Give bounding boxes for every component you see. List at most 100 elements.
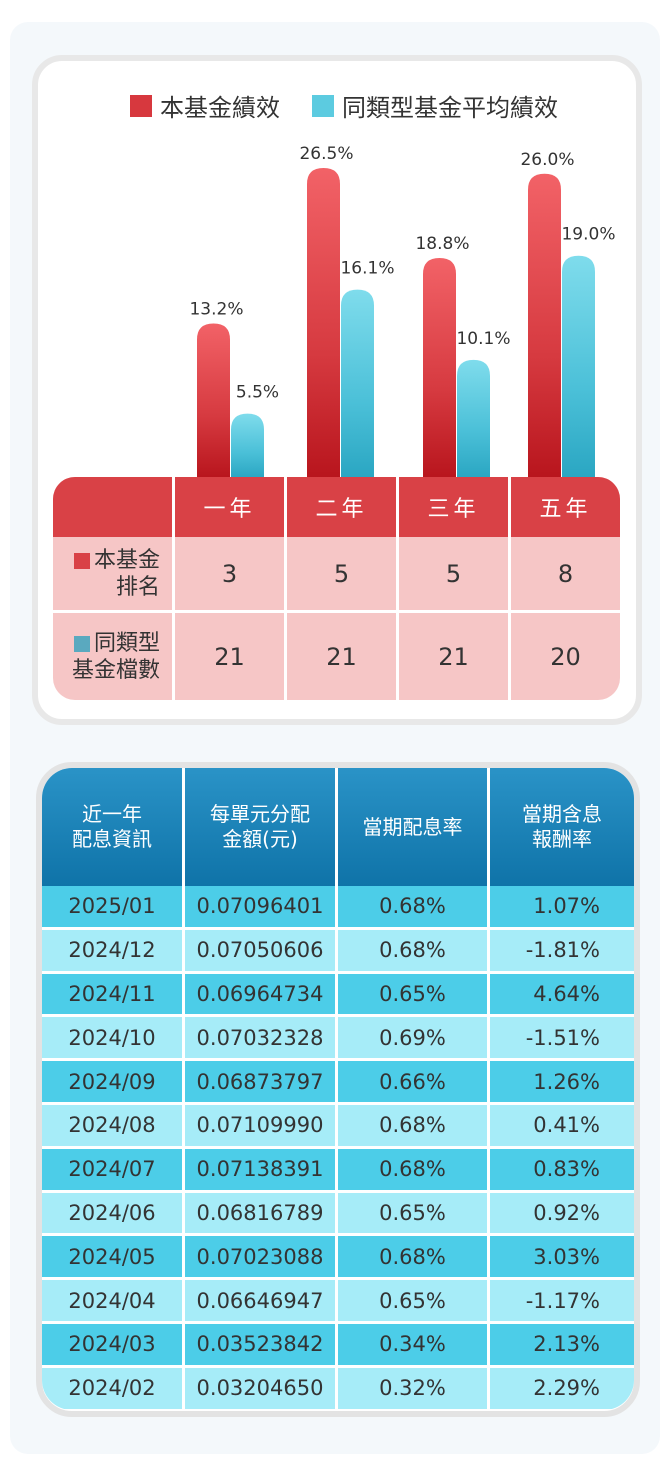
legend-label-fund: 本基金績效 xyxy=(160,94,280,122)
legend-swatch-fund xyxy=(130,94,152,117)
bar-peer xyxy=(231,413,264,478)
peer-square-icon xyxy=(73,635,90,652)
ranking-header-1y: 一年 xyxy=(175,477,287,537)
table-row: 2024/12 0.07050606 0.68% -1.81% xyxy=(42,929,634,971)
table-cell: 1.07% xyxy=(533,894,600,919)
table-row: 2024/06 0.06816789 0.65% 0.92% xyxy=(42,1192,634,1234)
table-cell: 2024/08 xyxy=(42,1105,185,1146)
table-cell: 0.07096401 xyxy=(185,886,338,927)
table-row: 2024/09 0.06873797 0.66% 1.26% xyxy=(42,1061,634,1102)
ranking-label-fund: 本基金 排名 xyxy=(53,537,175,610)
distribution-header-return: 當期含息 報酬率 xyxy=(490,768,634,886)
table-cell: 0.06816789 xyxy=(185,1192,338,1234)
table-cell: 0.34% xyxy=(338,1324,490,1365)
table-cell: -1.17% xyxy=(525,1288,600,1313)
ranking-cell: 3 xyxy=(175,537,287,610)
bar-data-label: 10.1% xyxy=(456,329,510,349)
ranking-cell: 8 xyxy=(557,559,574,588)
ranking-header-3y: 三年 xyxy=(399,477,511,537)
header-return-line2: 報酬率 xyxy=(532,827,592,851)
table-cell: 0.65% xyxy=(338,1192,490,1234)
table-cell: 0.65% xyxy=(338,973,490,1015)
header-rate-line1: 當期配息率 xyxy=(362,814,463,839)
bar-fund xyxy=(307,167,340,478)
table-cell: 0.68% xyxy=(338,1105,490,1146)
table-cell: 0.66% xyxy=(338,1061,490,1102)
table-cell: 2024/06 xyxy=(42,1192,185,1234)
table-row: 2024/08 0.07109990 0.68% 0.41% xyxy=(42,1105,634,1146)
bar-fund xyxy=(423,258,456,478)
ranking-label-peer-line2: 基金檔數 xyxy=(71,657,160,683)
ranking-row-fund: 本基金 排名 3 5 5 8 xyxy=(53,537,620,610)
legend-label-peer: 同類型基金平均績效 xyxy=(342,94,558,122)
bar-data-label: 26.0% xyxy=(520,150,574,170)
table-cell: 0.06873797 xyxy=(185,1061,338,1102)
table-row: 2024/03 0.03523842 0.34% 2.13% xyxy=(42,1324,634,1365)
ranking-label-peer-text1: 同類型 xyxy=(93,630,160,656)
table-row: 2024/04 0.06646947 0.65% -1.17% xyxy=(42,1280,634,1321)
table-cell: 2.29% xyxy=(533,1376,600,1401)
table-row: 2024/07 0.07138391 0.68% 0.83% xyxy=(42,1148,634,1190)
table-cell: 0.92% xyxy=(533,1200,600,1225)
table-cell: 2024/09 xyxy=(42,1061,185,1102)
table-cell: 0.69% xyxy=(338,1017,490,1059)
distribution-header-rate: 當期配息率 xyxy=(338,768,490,886)
table-row: 2024/02 0.03204650 0.32% 2.29% xyxy=(42,1367,634,1409)
table-cell: -1.81% xyxy=(525,938,600,963)
table-row: 2024/10 0.07032328 0.69% -1.51% xyxy=(42,1017,634,1059)
table-cell: 2024/07 xyxy=(42,1148,185,1190)
ranking-header-5y: 五年 xyxy=(511,477,620,537)
ranking-label-peer: 同類型 基金檔數 xyxy=(53,613,175,700)
bar-fund xyxy=(528,173,561,479)
chart-legend: 本基金績效 同類型基金平均績效 xyxy=(0,88,670,122)
ranking-header-corner xyxy=(53,477,175,537)
legend-item-peer: 同類型基金平均績效 xyxy=(312,88,558,123)
table-cell: 0.32% xyxy=(338,1367,490,1409)
table-cell: 0.03523842 xyxy=(185,1324,338,1365)
ranking-cell: 21 xyxy=(399,613,511,700)
ranking-cell: 20 xyxy=(550,642,581,671)
bar-data-label: 26.5% xyxy=(299,144,353,164)
ranking-header-row: 一年 二年 三年 五年 xyxy=(53,477,620,537)
bar-fund xyxy=(197,323,230,478)
table-cell: 3.03% xyxy=(533,1244,600,1269)
table-cell: 0.06964734 xyxy=(185,973,338,1015)
ranking-label-fund-line1: 本基金 xyxy=(73,547,160,574)
bar-data-label: 13.2% xyxy=(189,300,243,320)
table-cell: 0.68% xyxy=(338,1236,490,1278)
header-period-line1: 近一年 xyxy=(82,802,142,826)
table-cell: 0.83% xyxy=(533,1157,600,1182)
ranking-row-divider xyxy=(53,610,620,613)
header-amount-line2: 金額(元) xyxy=(222,827,298,851)
table-cell: 1.26% xyxy=(533,1069,600,1094)
table-cell: 0.07023088 xyxy=(185,1236,338,1278)
table-cell: 2024/04 xyxy=(42,1280,185,1321)
table-cell: 0.65% xyxy=(338,1280,490,1321)
table-cell: 2.13% xyxy=(533,1332,600,1357)
table-cell: 0.07050606 xyxy=(185,929,338,971)
performance-bar-chart: 13.2% 26.5% 18.8% 26.0% 5.5% 16.1% 10.1% 19.0% xyxy=(189,144,616,479)
table-cell: 2024/02 xyxy=(42,1367,185,1409)
table-cell: 0.03204650 xyxy=(185,1367,338,1409)
bar-data-label: 5.5% xyxy=(236,383,279,403)
bar-peer xyxy=(562,255,595,478)
table-cell: 2024/12 xyxy=(42,929,185,971)
table-cell: 2024/11 xyxy=(42,973,185,1015)
header-period-line2: 配息資訊 xyxy=(72,827,152,851)
table-cell: 0.07032328 xyxy=(185,1017,338,1059)
bar-data-label: 18.8% xyxy=(415,234,469,254)
distribution-header-row: 近一年 配息資訊 每單元分配 金額(元) 當期配息率 當期含息 報酬率 xyxy=(42,768,634,886)
bar-peer xyxy=(341,289,374,478)
legend-item-fund: 本基金績效 xyxy=(130,88,280,123)
distribution-header-period: 近一年 配息資訊 xyxy=(42,768,185,886)
table-cell: 2025/01 xyxy=(42,886,185,927)
table-cell: 0.68% xyxy=(338,886,490,927)
ranking-header-2y: 二年 xyxy=(287,477,399,537)
legend-swatch-peer xyxy=(312,94,334,117)
table-cell: 0.07109990 xyxy=(185,1105,338,1146)
table-row: 2024/11 0.06964734 0.65% 4.64% xyxy=(42,973,634,1015)
header-return-line1: 當期含息 xyxy=(522,802,602,826)
table-cell: 2024/05 xyxy=(42,1236,185,1278)
header-amount-line1: 每單元分配 xyxy=(210,802,310,826)
ranking-row-peer: 同類型 基金檔數 21 21 21 20 xyxy=(53,613,620,700)
